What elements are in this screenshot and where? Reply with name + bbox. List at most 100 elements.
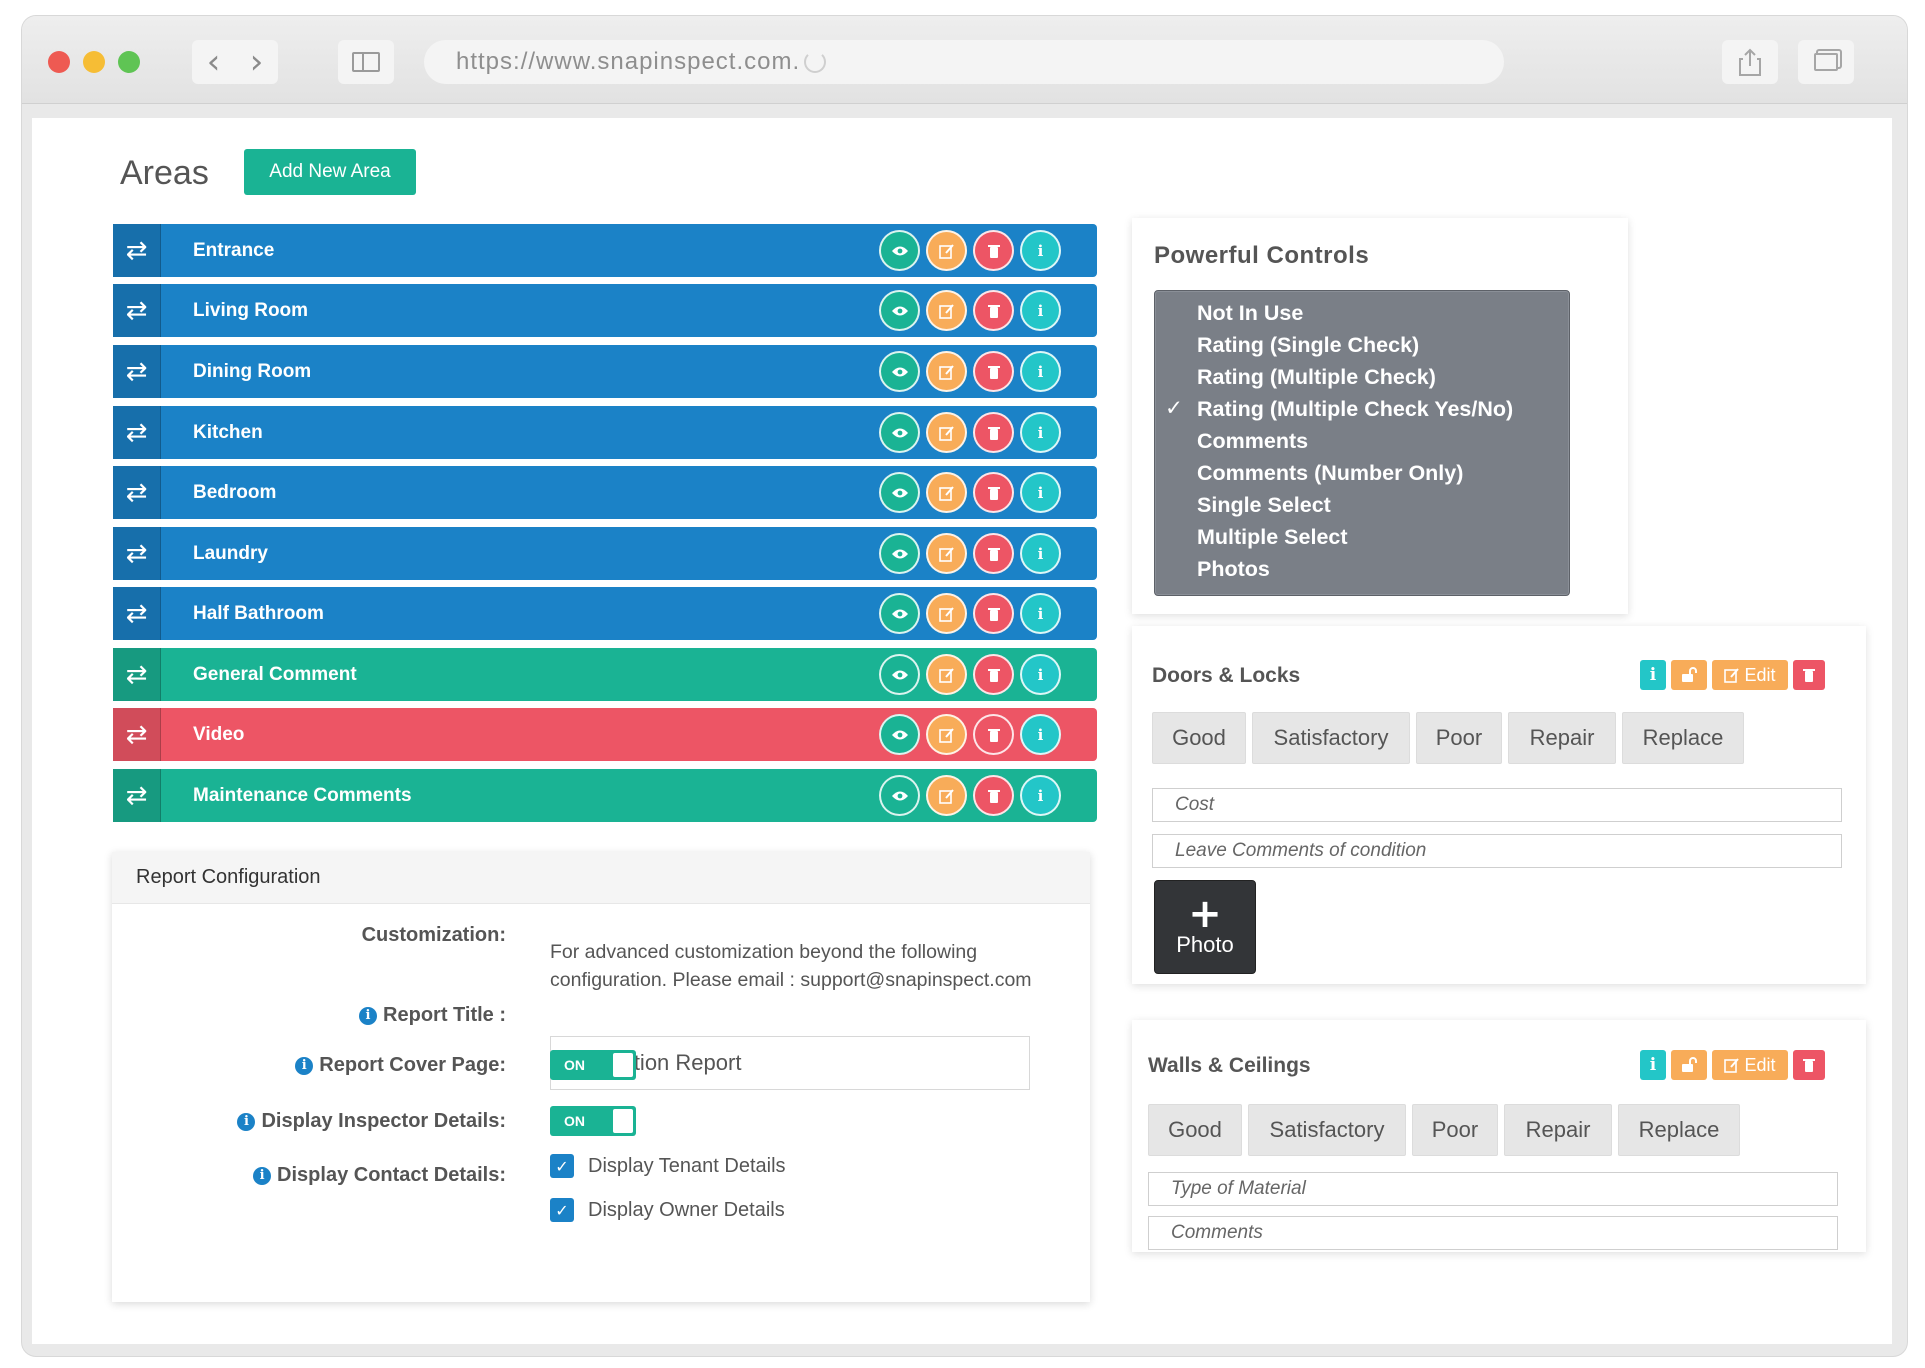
edit-button[interactable]: Edit — [1712, 1050, 1788, 1080]
cost-input[interactable]: Cost — [1152, 788, 1842, 822]
edit-icon[interactable] — [926, 593, 967, 634]
info-icon[interactable]: i — [1020, 412, 1061, 453]
rating-good-button[interactable]: Good — [1152, 712, 1246, 764]
control-option[interactable]: Rating (Single Check) — [1155, 329, 1569, 361]
eye-icon[interactable] — [879, 654, 920, 695]
trash-icon[interactable] — [973, 593, 1014, 634]
info-icon[interactable]: i — [1020, 775, 1061, 816]
display-inspector-toggle[interactable]: ON — [550, 1106, 636, 1136]
edit-icon[interactable] — [926, 775, 967, 816]
add-photo-button[interactable]: + Photo — [1154, 880, 1256, 974]
eye-icon[interactable] — [879, 775, 920, 816]
share-button[interactable] — [1722, 40, 1778, 84]
url-bar[interactable]: https://www.snapinspect.com. — [424, 40, 1504, 84]
unlock-button[interactable] — [1671, 1050, 1707, 1080]
area-row[interactable]: ⇄ Video i — [113, 708, 1097, 761]
area-row[interactable]: ⇄ Bedroom i — [113, 466, 1097, 519]
maximize-window-button[interactable] — [118, 51, 140, 73]
control-option[interactable]: Rating (Multiple Check) — [1155, 361, 1569, 393]
edit-icon[interactable] — [926, 290, 967, 331]
add-new-area-button[interactable]: Add New Area — [244, 149, 416, 195]
info-button[interactable]: i — [1640, 660, 1666, 690]
edit-icon[interactable] — [926, 714, 967, 755]
rating-good-button[interactable]: Good — [1148, 1104, 1242, 1156]
drag-handle-icon[interactable]: ⇄ — [113, 224, 161, 277]
rating-poor-button[interactable]: Poor — [1416, 712, 1502, 764]
checkbox-checked-icon[interactable]: ✓ — [550, 1154, 574, 1178]
rating-repair-button[interactable]: Repair — [1508, 712, 1616, 764]
edit-icon[interactable] — [926, 351, 967, 392]
type-of-material-input[interactable]: Type of Material — [1148, 1172, 1838, 1206]
area-row[interactable]: ⇄ Laundry i — [113, 527, 1097, 580]
control-option[interactable]: Not In Use — [1155, 297, 1569, 329]
tabs-button[interactable] — [1798, 40, 1854, 84]
control-option[interactable]: Photos — [1155, 553, 1569, 585]
trash-icon[interactable] — [973, 412, 1014, 453]
back-icon[interactable]: ‹ — [206, 42, 221, 82]
drag-handle-icon[interactable]: ⇄ — [113, 769, 161, 822]
edit-icon[interactable] — [926, 472, 967, 513]
minimize-window-button[interactable] — [83, 51, 105, 73]
rating-replace-button[interactable]: Replace — [1618, 1104, 1740, 1156]
trash-icon[interactable] — [973, 533, 1014, 574]
control-option[interactable]: Comments (Number Only) — [1155, 457, 1569, 489]
delete-button[interactable] — [1793, 660, 1825, 690]
drag-handle-icon[interactable]: ⇄ — [113, 587, 161, 640]
area-row[interactable]: ⇄ Entrance i — [113, 224, 1097, 277]
area-row[interactable]: ⇄ General Comment i — [113, 648, 1097, 701]
eye-icon[interactable] — [879, 230, 920, 271]
control-option[interactable]: ✓ Rating (Multiple Check Yes/No) — [1155, 393, 1569, 425]
drag-handle-icon[interactable]: ⇄ — [113, 466, 161, 519]
rating-poor-button[interactable]: Poor — [1412, 1104, 1498, 1156]
info-button[interactable]: i — [1640, 1050, 1666, 1080]
info-icon[interactable]: i — [1020, 472, 1061, 513]
trash-icon[interactable] — [973, 714, 1014, 755]
area-row[interactable]: ⇄ Living Room i — [113, 284, 1097, 337]
area-row[interactable]: ⇄ Dining Room i — [113, 345, 1097, 398]
eye-icon[interactable] — [879, 533, 920, 574]
comments-condition-input[interactable]: Leave Comments of condition — [1152, 834, 1842, 868]
info-icon[interactable]: i — [1020, 230, 1061, 271]
trash-icon[interactable] — [973, 775, 1014, 816]
sidebar-toggle-button[interactable] — [338, 40, 394, 84]
edit-icon[interactable] — [926, 412, 967, 453]
rating-satisfactory-button[interactable]: Satisfactory — [1252, 712, 1410, 764]
rating-replace-button[interactable]: Replace — [1622, 712, 1744, 764]
edit-button[interactable]: Edit — [1712, 660, 1788, 690]
control-option[interactable]: Multiple Select — [1155, 521, 1569, 553]
trash-icon[interactable] — [973, 654, 1014, 695]
control-option[interactable]: Single Select — [1155, 489, 1569, 521]
checkbox-checked-icon[interactable]: ✓ — [550, 1198, 574, 1222]
delete-button[interactable] — [1793, 1050, 1825, 1080]
control-type-listbox[interactable]: Not In Use Rating (Single Check) Rating (M… — [1154, 290, 1570, 596]
eye-icon[interactable] — [879, 472, 920, 513]
rating-satisfactory-button[interactable]: Satisfactory — [1248, 1104, 1406, 1156]
forward-icon[interactable]: › — [249, 42, 264, 82]
trash-icon[interactable] — [973, 351, 1014, 392]
report-cover-page-toggle[interactable]: ON — [550, 1050, 636, 1080]
trash-icon[interactable] — [973, 290, 1014, 331]
edit-icon[interactable] — [926, 230, 967, 271]
drag-handle-icon[interactable]: ⇄ — [113, 406, 161, 459]
eye-icon[interactable] — [879, 290, 920, 331]
info-icon[interactable]: i — [1020, 714, 1061, 755]
drag-handle-icon[interactable]: ⇄ — [113, 648, 161, 701]
info-icon[interactable]: i — [1020, 654, 1061, 695]
control-option[interactable]: Comments — [1155, 425, 1569, 457]
info-icon[interactable]: i — [1020, 533, 1061, 574]
info-icon[interactable]: i — [1020, 290, 1061, 331]
info-icon[interactable]: i — [1020, 593, 1061, 634]
drag-handle-icon[interactable]: ⇄ — [113, 284, 161, 337]
rating-repair-button[interactable]: Repair — [1504, 1104, 1612, 1156]
eye-icon[interactable] — [879, 593, 920, 634]
edit-icon[interactable] — [926, 654, 967, 695]
eye-icon[interactable] — [879, 714, 920, 755]
display-owner-checkbox[interactable]: ✓ Display Owner Details — [550, 1198, 785, 1222]
comments-input[interactable]: Comments — [1148, 1216, 1838, 1250]
drag-handle-icon[interactable]: ⇄ — [113, 527, 161, 580]
display-tenant-checkbox[interactable]: ✓ Display Tenant Details — [550, 1154, 786, 1178]
unlock-button[interactable] — [1671, 660, 1707, 690]
area-row[interactable]: ⇄ Half Bathroom i — [113, 587, 1097, 640]
area-row[interactable]: ⇄ Kitchen i — [113, 406, 1097, 459]
area-row[interactable]: ⇄ Maintenance Comments i — [113, 769, 1097, 822]
